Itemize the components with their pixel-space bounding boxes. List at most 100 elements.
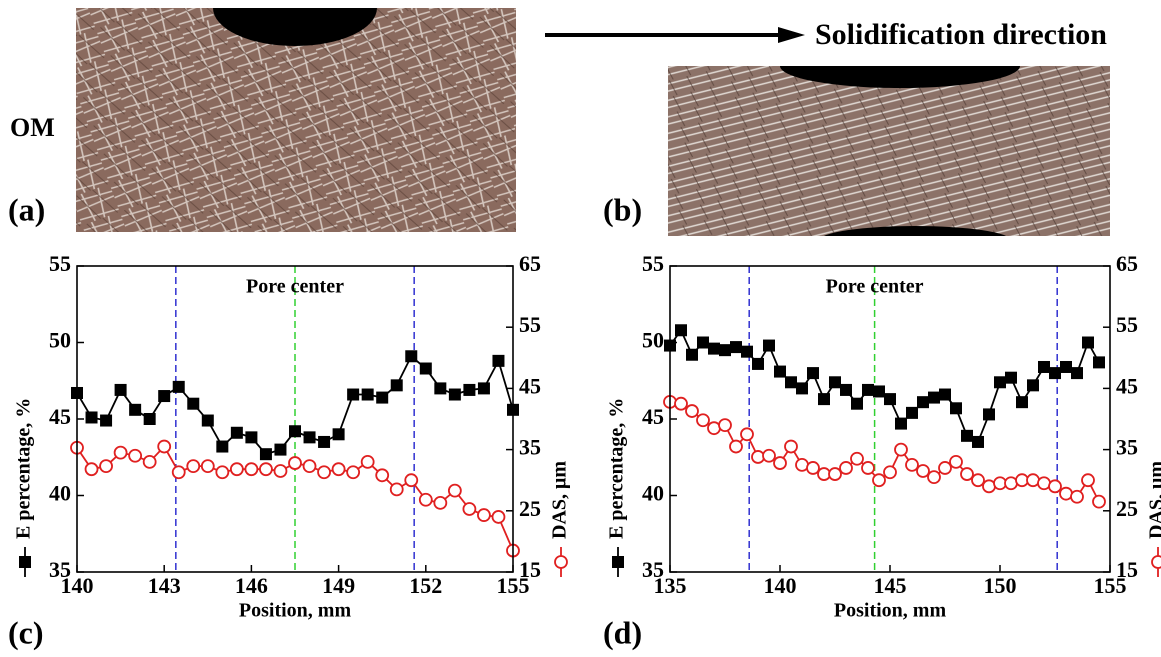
legend-marker — [19, 556, 31, 568]
y2-tick-label: 45 — [1116, 373, 1138, 398]
marker — [850, 451, 864, 466]
marker — [331, 462, 346, 477]
chart: Pore center 135 140 145 150 155 35 40 45 50 55 15 25… — [606, 251, 1161, 622]
marker — [129, 403, 142, 416]
x-tick-label: 140 — [61, 573, 94, 598]
marker — [872, 473, 886, 488]
marker — [883, 465, 897, 480]
marker — [740, 427, 754, 442]
marker — [201, 414, 214, 427]
annotation: Pore center — [826, 276, 924, 298]
x-axis-label: Position, mm — [834, 600, 947, 622]
y2-tick-label: 25 — [1116, 496, 1138, 521]
marker — [346, 465, 361, 480]
marker — [491, 510, 506, 524]
panel-label: (a) — [8, 191, 45, 227]
marker — [1027, 379, 1039, 392]
marker — [172, 380, 185, 393]
marker — [1093, 356, 1105, 369]
marker — [895, 417, 907, 430]
marker — [492, 354, 505, 367]
marker — [1070, 489, 1084, 504]
marker — [719, 344, 731, 357]
marker — [418, 492, 433, 507]
marker — [796, 382, 808, 395]
marker — [289, 425, 301, 438]
marker — [741, 345, 753, 358]
legend-marker — [554, 555, 568, 569]
marker — [1081, 473, 1095, 488]
marker — [884, 393, 896, 406]
marker — [730, 341, 742, 354]
marker — [447, 483, 462, 498]
marker — [729, 439, 743, 454]
y-tick-label: 45 — [642, 404, 664, 429]
legend-label: DAS, μm — [549, 461, 571, 539]
y2-tick-label: 25 — [519, 496, 541, 521]
marker — [994, 376, 1006, 389]
legend-entry: DAS, μm — [1146, 461, 1161, 577]
marker — [99, 459, 113, 474]
y2-tick-label: 65 — [519, 251, 541, 276]
panel-label: (d) — [603, 614, 642, 650]
marker — [762, 448, 776, 463]
marker — [245, 431, 258, 444]
marker — [477, 382, 490, 395]
x-tick-label: 149 — [322, 573, 355, 598]
y-tick-label: 35 — [49, 557, 71, 582]
marker — [916, 464, 930, 478]
marker — [434, 382, 447, 395]
marker — [187, 397, 200, 410]
y-tick-label: 40 — [49, 481, 71, 506]
marker — [244, 462, 259, 477]
legend-entry: DAS, μm — [549, 461, 571, 577]
y2-tick-label: 65 — [1116, 251, 1138, 276]
marker — [84, 462, 99, 477]
marker — [696, 413, 710, 428]
legend-label: DAS, μm — [1146, 461, 1161, 539]
panel-label: (c) — [8, 614, 44, 650]
marker — [142, 454, 157, 469]
marker — [302, 459, 317, 474]
marker — [114, 383, 127, 396]
legend-label: E percentage, % — [606, 398, 628, 539]
marker — [288, 456, 302, 470]
y-tick-label: 35 — [642, 557, 664, 582]
marker — [273, 464, 288, 478]
marker — [950, 402, 962, 415]
marker — [158, 390, 171, 403]
x-tick-label: 145 — [874, 573, 907, 598]
y-tick-label: 55 — [49, 251, 71, 276]
chart: Pore center 140 143 146 149 152 155 35 40 45 50 55 1… — [13, 251, 571, 622]
annotation: Pore center — [246, 276, 344, 298]
om-label: OM — [10, 113, 55, 142]
marker — [862, 383, 874, 396]
marker — [894, 442, 908, 457]
marker — [675, 324, 687, 337]
marker — [448, 388, 461, 401]
marker — [375, 468, 390, 483]
marker — [939, 388, 951, 401]
marker — [785, 376, 797, 389]
marker — [1038, 360, 1050, 373]
legend-marker — [1151, 555, 1161, 569]
marker — [215, 465, 230, 480]
x-tick-label: 150 — [984, 573, 1017, 598]
y2-tick-label: 15 — [1116, 557, 1138, 582]
marker — [718, 418, 732, 433]
y2-tick-label: 35 — [1116, 435, 1138, 460]
marker — [303, 431, 316, 444]
marker — [961, 429, 973, 442]
marker — [861, 461, 875, 475]
marker — [1048, 479, 1062, 494]
marker — [1071, 367, 1083, 380]
x-tick-label: 155 — [1094, 573, 1127, 598]
marker — [157, 439, 172, 454]
marker — [360, 454, 375, 469]
marker — [100, 414, 113, 427]
legend-entry: E percentage, % — [606, 398, 628, 577]
marker — [113, 445, 128, 460]
marker — [906, 406, 918, 419]
marker — [839, 461, 853, 475]
micrograph-b — [668, 66, 1110, 236]
